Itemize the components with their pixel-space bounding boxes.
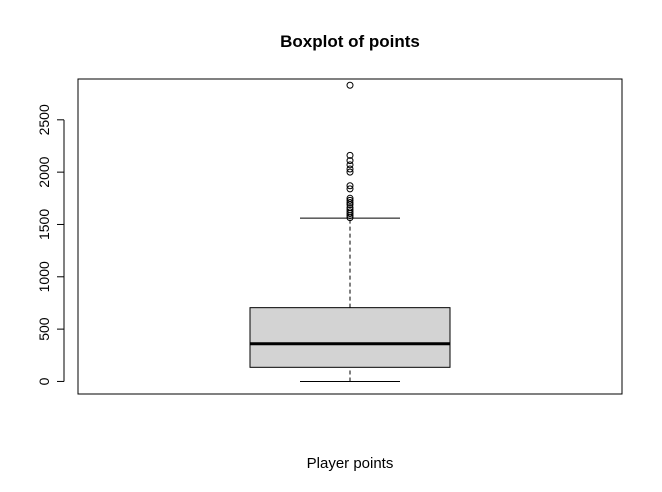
outlier-point: [346, 165, 354, 173]
outlier-point: [346, 196, 354, 204]
outlier-point: [346, 168, 354, 176]
plot-frame: [77, 78, 623, 395]
outlier-point: [346, 151, 354, 159]
y-tick-label: 1000: [36, 261, 52, 292]
chart-title: Boxplot of points: [280, 32, 420, 51]
outlier-point: [346, 182, 354, 190]
y-axis: 0 500 1000 1500 2000 2500: [36, 104, 65, 385]
outlier-point: [346, 206, 354, 214]
outlier-point: [346, 208, 354, 216]
y-tick-label: 500: [36, 317, 52, 341]
outlier-point: [346, 194, 354, 202]
outlier-point: [346, 185, 354, 193]
x-axis-label: Player points: [307, 455, 394, 472]
y-tick-label: 0: [36, 377, 52, 385]
outlier-point: [346, 157, 354, 165]
outlier-point: [346, 198, 354, 206]
outlier-point: [346, 161, 354, 169]
y-tick-label: 2000: [36, 156, 52, 187]
outlier-point: [346, 204, 354, 212]
y-tick-label: 1500: [36, 209, 52, 240]
outlier-group: [346, 81, 354, 222]
outlier-point: [346, 81, 354, 89]
y-tick-label: 2500: [36, 104, 52, 135]
iqr-box: [249, 307, 451, 368]
box-group: [249, 217, 451, 382]
